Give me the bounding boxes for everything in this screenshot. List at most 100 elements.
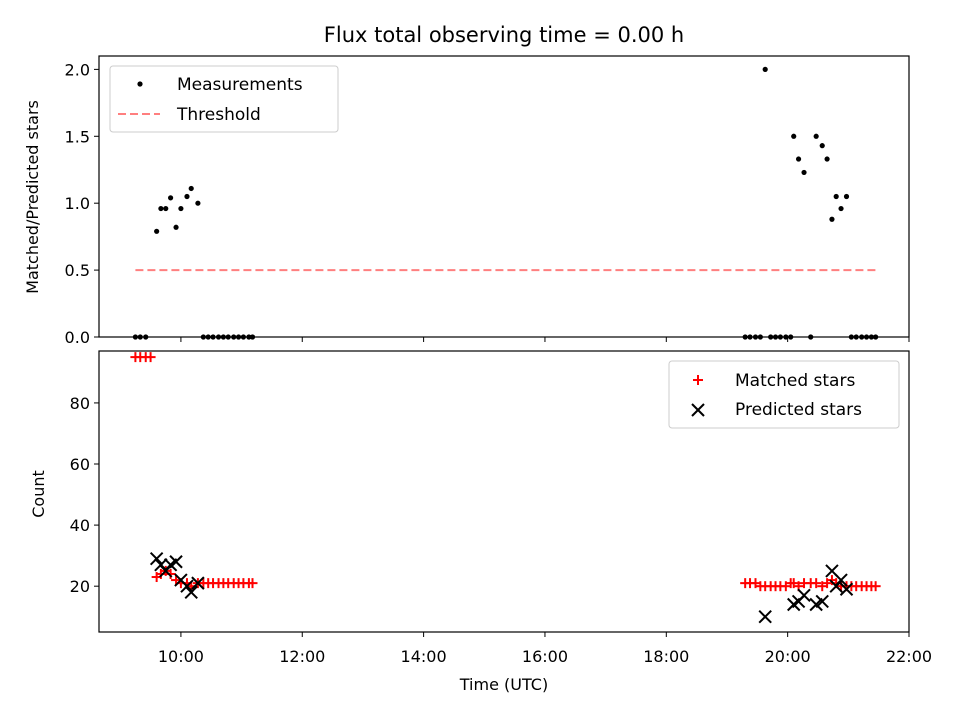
predicted-stars-point: [834, 573, 848, 587]
measurement-point: [178, 205, 184, 212]
measurement-point: [833, 193, 839, 200]
measurement-point: [163, 205, 169, 212]
measurement-point: [747, 334, 753, 340]
count-legend: Matched stars Predicted stars: [668, 360, 900, 429]
measurement-point: [819, 143, 825, 149]
measurement-point: [788, 334, 794, 340]
measurement-point: [742, 334, 748, 340]
ratio-y-tick-label: 1.5: [65, 127, 90, 146]
legend-marker-predicted-stars: [691, 403, 705, 417]
measurement-point: [220, 334, 226, 340]
ratio-legend: Measurements Threshold: [109, 65, 339, 133]
x-tick-label: 22:00: [886, 647, 932, 666]
measurement-point: [768, 334, 774, 340]
measurement-point: [205, 334, 211, 340]
ratio-panel: 0.00.51.01.52.0 Matched/Predicted stars …: [23, 55, 910, 347]
measurement-point: [791, 133, 797, 139]
measurement-point: [215, 334, 222, 340]
measurement-point: [813, 133, 819, 139]
measurement-point: [873, 334, 879, 340]
predicted-stars-point: [191, 576, 205, 590]
count-panel: 20 40 60 80 10:00 12:00 14:00 16:00 18:00 20:00 2…: [29, 350, 932, 694]
measurement-point: [167, 195, 174, 201]
measurement-point: [838, 205, 844, 212]
measurement-point: [210, 334, 216, 340]
x-tick-label: 18:00: [643, 647, 689, 666]
legend-label-predicted-stars: Predicted stars: [735, 400, 862, 420]
count-legend-box: [668, 360, 900, 429]
predicted-stars-point: [815, 594, 829, 609]
measurement-point: [808, 334, 814, 340]
predicted-stars-point: [149, 551, 164, 566]
measurement-point: [757, 334, 763, 340]
measurement-point: [859, 334, 865, 340]
matched-stars-point: [145, 352, 156, 363]
count-y-ticks: 20 40 60 80: [70, 394, 99, 596]
legend-marker-matched-stars: [693, 375, 703, 385]
measurement-point: [240, 334, 247, 340]
measurement-point: [184, 193, 190, 200]
matched-stars-point: [870, 581, 881, 592]
ratio-y-tick-label: 0.5: [65, 261, 90, 280]
x-tick-label: 14:00: [401, 647, 447, 666]
ratio-y-tick-label: 1.0: [65, 194, 90, 213]
matched-stars-point: [811, 578, 822, 589]
x-tick-label: 12:00: [279, 647, 325, 666]
ratio-y-ticks: 0.0 0.5 1.0 1.5 2.0: [65, 60, 99, 347]
legend-label-measurements: Measurements: [177, 75, 303, 95]
measurement-point: [824, 156, 830, 162]
measurement-point: [752, 334, 759, 340]
ratio-y-tick-label: 0.0: [65, 328, 90, 347]
measurement-point: [795, 156, 802, 162]
predicted-stars-point: [180, 579, 194, 593]
predicted-stars-point: [839, 582, 854, 596]
predicted-stars-point: [797, 588, 811, 603]
x-tick-label: 20:00: [765, 647, 811, 666]
count-x-ticks: 10:00 12:00 14:00 16:00 18:00 20:00 22:00: [158, 632, 932, 666]
legend-marker-measurements: [137, 81, 143, 87]
measurement-point: [848, 334, 854, 340]
x-tick-label: 16:00: [522, 647, 568, 666]
x-axis-label: Time (UTC): [459, 675, 548, 694]
count-y-axis-label: Count: [29, 470, 48, 518]
predicted-stars-point: [184, 585, 198, 600]
measurement-point: [863, 334, 870, 340]
measurement-point: [762, 66, 768, 72]
count-y-tick-label: 80: [70, 394, 90, 413]
measurement-point: [143, 334, 149, 340]
measurement-point: [868, 334, 874, 340]
count-y-tick-label: 60: [70, 455, 90, 474]
measurement-point: [249, 334, 256, 340]
measurement-point: [137, 334, 143, 340]
legend-label-matched-stars: Matched stars: [735, 371, 855, 391]
ratio-legend-box: [109, 65, 339, 133]
chart-title: Flux total observing time = 0.00 h: [324, 23, 684, 47]
measurement-point: [829, 216, 835, 222]
measurement-point: [246, 334, 252, 340]
matched-stars-point: [165, 568, 176, 579]
measurement-point: [235, 334, 242, 340]
ratio-y-axis-label: Matched/Predicted stars: [23, 100, 42, 294]
measurement-point: [195, 200, 201, 206]
measurement-point: [843, 193, 850, 200]
measurement-point: [783, 334, 789, 340]
measurement-point: [231, 334, 237, 340]
count-y-tick-label: 40: [70, 516, 90, 535]
measurement-point: [801, 169, 807, 176]
predicted-stars-point: [169, 555, 183, 569]
ratio-marks: [132, 66, 879, 340]
measurement-point: [225, 334, 231, 340]
ratio-x-ticks: [180, 337, 910, 342]
legend-label-threshold: Threshold: [176, 105, 261, 125]
count-marks: [130, 352, 881, 624]
measurement-point: [158, 205, 164, 212]
measurement-point: [200, 334, 206, 340]
ratio-y-tick-label: 2.0: [65, 60, 90, 79]
count-y-tick-label: 20: [70, 577, 90, 596]
predicted-stars-point: [758, 610, 772, 624]
measurement-point: [853, 334, 859, 340]
measurement-point: [132, 334, 139, 340]
measurement-point: [772, 334, 779, 340]
measurement-point: [777, 334, 783, 340]
